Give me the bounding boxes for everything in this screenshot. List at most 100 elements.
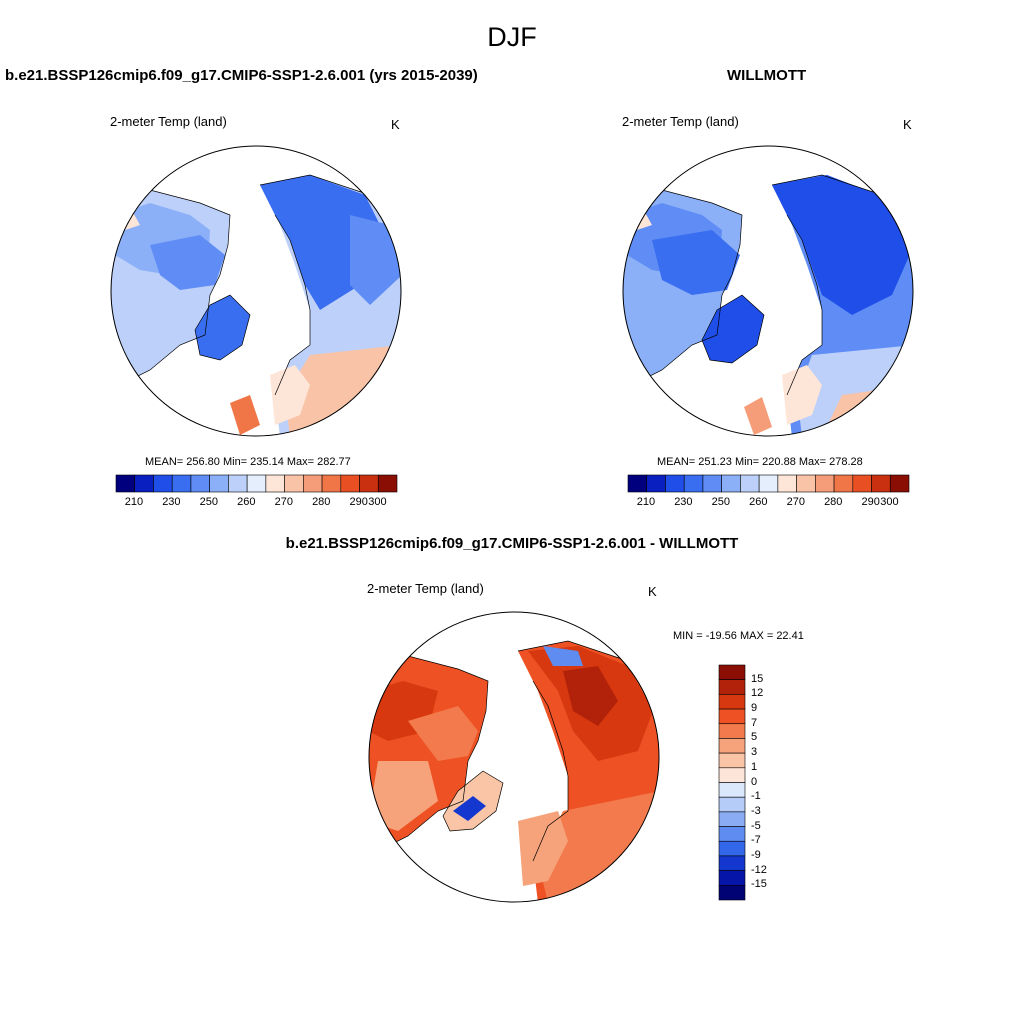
panel3-colorbar-ticks: 15 12 9 7 5 3 1 0 -1 -3 -5 -7 -9 -12 -15 [751, 665, 791, 900]
panel2-colorbar-swatch [852, 474, 872, 493]
panel1-title: b.e21.BSSP126cmip6.f09_g17.CMIP6-SSP1-2.… [5, 67, 478, 84]
panel3-colorbar-tick-label: 5 [751, 731, 758, 744]
panel3-colorbar-swatch [718, 723, 746, 739]
panel2-title: WILLMOTT [727, 67, 807, 84]
panel3-units-label: K [648, 584, 657, 599]
panel1-colorbar-tick-label: 290 [349, 496, 368, 508]
panel2-colorbar-swatch [833, 474, 854, 493]
panel3-colorbar-swatch [718, 679, 746, 695]
panel3-title: b.e21.BSSP126cmip6.f09_g17.CMIP6-SSP1-2.… [285, 535, 739, 552]
panel2-colorbar-swatch [758, 474, 779, 493]
panel2-stats: MEAN= 251.23 Min= 220.88 Max= 278.28 [657, 456, 863, 468]
panel2-colorbar-tick-label: 260 [749, 496, 768, 508]
panel1-colorbar-swatch [134, 474, 154, 493]
panel1-variable-label: 2-meter Temp (land) [110, 114, 227, 129]
panel3-colorbar [718, 664, 746, 901]
panel3-colorbar-tick-label: -3 [751, 804, 761, 817]
panel3-stats: MIN = -19.56 MAX = 22.41 [673, 630, 804, 642]
panel3-colorbar-tick-label: 1 [751, 760, 758, 773]
panel3-colorbar-tick-label: 12 [751, 687, 764, 700]
panel2-colorbar-swatch [777, 474, 797, 493]
panel1-units-label: K [391, 117, 400, 132]
panel1-colorbar-tick-label: 230 [162, 496, 181, 508]
panel2-colorbar-swatch [665, 474, 685, 493]
panel1-colorbar-swatch [340, 474, 360, 493]
panel3-colorbar-tick-label: -7 [751, 834, 761, 847]
panel3-colorbar-swatch [718, 855, 746, 871]
panel1-colorbar-swatch [153, 474, 173, 493]
panel2-colorbar [627, 474, 910, 493]
panel2-colorbar-tick-label: 210 [636, 496, 656, 508]
panel3-colorbar-swatch [718, 870, 746, 886]
panel1-colorbar-tick-label: 260 [237, 496, 256, 508]
figure-title: DJF [487, 22, 537, 52]
panel2-units-label: K [903, 117, 912, 132]
panel2-colorbar-ticks: 210 230 250 260 270 280 290 300 [628, 496, 909, 510]
panel3-colorbar-swatch [718, 811, 746, 827]
panel2-colorbar-tick-label: 290 [861, 496, 880, 508]
panel1-colorbar-tick-label: 280 [312, 496, 331, 508]
panel2-colorbar-swatch [871, 474, 891, 493]
panel2-greenland-land [702, 295, 764, 363]
panel3-colorbar-swatch [718, 782, 746, 798]
panel3-colorbar-tick-label: 0 [751, 775, 758, 788]
panel1-colorbar-tick-label: 270 [274, 496, 293, 508]
panel2-colorbar-tick-label: 300 [880, 496, 899, 508]
panel2-colorbar-swatch [815, 474, 835, 493]
panel1-colorbar-tick-label: 300 [368, 496, 387, 508]
panel3-colorbar-swatch [718, 664, 746, 680]
panel1-colorbar-swatch [377, 474, 398, 493]
panel2-polar-map [622, 145, 914, 437]
panel2-colorbar-swatch [702, 474, 722, 493]
panel3-colorbar-swatch [718, 885, 746, 901]
panel1-colorbar-ticks: 210 230 250 260 270 280 290 300 [116, 496, 397, 510]
panel2-colorbar-swatch [646, 474, 666, 493]
panel2-colorbar-swatch [721, 474, 741, 493]
panel1-polar-map [110, 145, 402, 437]
panel1-colorbar-swatch [284, 474, 304, 493]
panel1-greenland-land [195, 295, 250, 360]
panel3-colorbar-swatch [718, 752, 746, 769]
panel1-colorbar-swatch [209, 474, 229, 493]
panel2-colorbar-tick-label: 230 [674, 496, 693, 508]
panel1-colorbar-swatch [303, 474, 323, 493]
panel2-colorbar-swatch [627, 474, 648, 493]
panel3-polar-map [368, 611, 660, 903]
panel3-colorbar-tick-label: -1 [751, 790, 761, 803]
panel3-colorbar-tick-label: -12 [751, 863, 767, 876]
panel3-colorbar-tick-label: -9 [751, 848, 761, 861]
panel3-colorbar-swatch [718, 738, 746, 754]
panel3-colorbar-swatch [718, 694, 746, 710]
panel1-colorbar-tick-label: 250 [199, 496, 219, 508]
panel1-colorbar [115, 474, 398, 493]
panel3-colorbar-swatch [718, 796, 746, 813]
panel1-colorbar-swatch [321, 474, 342, 493]
panel2-colorbar-tick-label: 280 [824, 496, 843, 508]
panel3-colorbar-swatch [718, 767, 746, 783]
panel2-colorbar-swatch [796, 474, 816, 493]
panel3-colorbar-swatch [718, 826, 746, 842]
panel1-colorbar-swatch [265, 474, 285, 493]
panel1-colorbar-swatch [115, 474, 136, 493]
panel3-colorbar-swatch [718, 840, 746, 857]
panel3-colorbar-tick-label: 3 [751, 746, 758, 759]
panel3-colorbar-tick-label: 7 [751, 716, 758, 729]
panel3-colorbar-swatch [718, 708, 746, 725]
panel2-variable-label: 2-meter Temp (land) [622, 114, 739, 129]
panel3-colorbar-tick-label: 9 [751, 702, 758, 715]
panel2-colorbar-tick-label: 270 [786, 496, 805, 508]
panel1-colorbar-swatch [246, 474, 267, 493]
panel3-variable-label: 2-meter Temp (land) [367, 581, 484, 596]
panel2-colorbar-tick-label: 250 [711, 496, 731, 508]
panel1-colorbar-swatch [190, 474, 210, 493]
panel1-colorbar-swatch [171, 474, 192, 493]
panel2-colorbar-swatch [889, 474, 910, 493]
panel1-colorbar-swatch [359, 474, 379, 493]
panel1-colorbar-tick-label: 210 [124, 496, 144, 508]
panel2-colorbar-swatch [740, 474, 760, 493]
panel2-colorbar-swatch [683, 474, 704, 493]
panel3-colorbar-tick-label: -15 [751, 878, 767, 891]
panel1-colorbar-swatch [228, 474, 248, 493]
panel1-stats: MEAN= 256.80 Min= 235.14 Max= 282.77 [145, 456, 351, 468]
panel3-colorbar-tick-label: -5 [751, 819, 761, 832]
